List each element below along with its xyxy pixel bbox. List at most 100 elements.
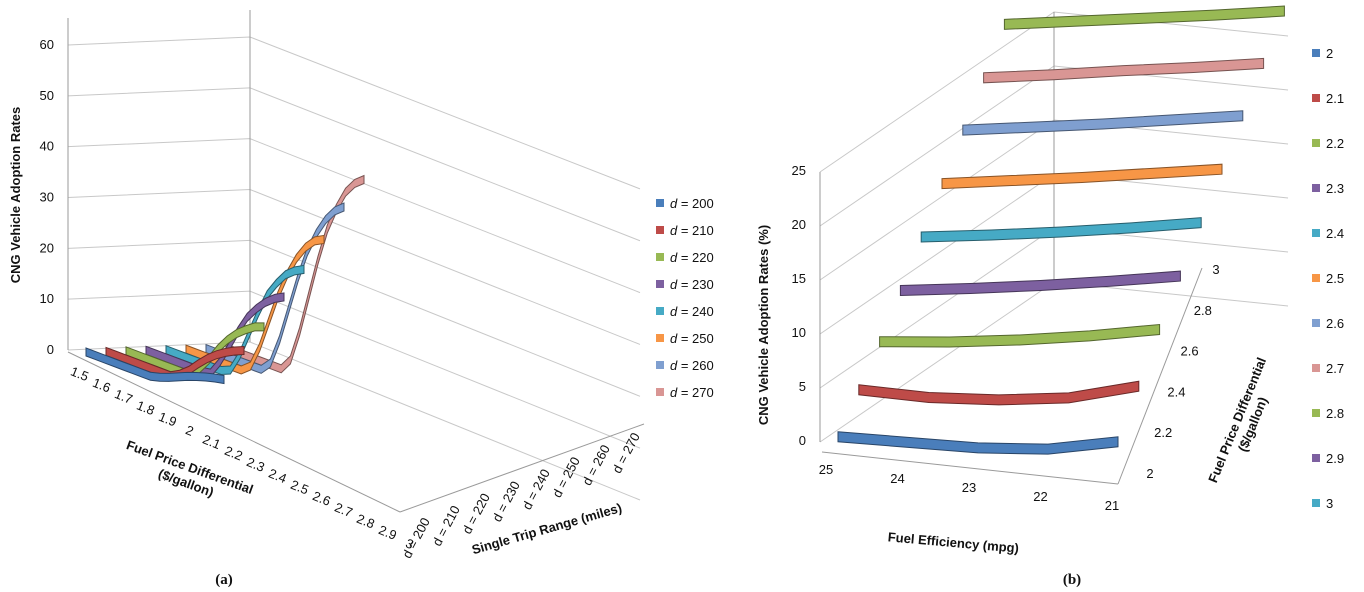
b-legend-swatch xyxy=(1312,319,1320,327)
a-legend-swatch xyxy=(656,334,664,342)
b-series-line-1 xyxy=(837,431,1119,455)
a-legend-value: = 270 xyxy=(677,385,714,400)
b-y-tick-label: 2 xyxy=(1146,466,1153,481)
a-z-tick-label: 30 xyxy=(40,190,54,205)
a-legend-value: = 250 xyxy=(677,331,714,346)
b-x-tick-label: 24 xyxy=(890,471,904,486)
a-y-axis xyxy=(399,423,645,513)
a-x-tick-label: 2.5 xyxy=(288,477,310,498)
a-legend-value: = 230 xyxy=(677,277,714,292)
a-x-tick-label: 1.6 xyxy=(90,375,112,396)
b-z-tick-label: 10 xyxy=(792,325,806,340)
a-legend-var: d xyxy=(670,250,678,265)
b-legend-swatch xyxy=(1312,229,1320,237)
a-x-tick-label: 2.3 xyxy=(244,454,266,475)
b-legend-swatch xyxy=(1312,184,1320,192)
a-z-tick-label: 20 xyxy=(40,240,54,255)
b-y-tick-label: 2.2 xyxy=(1154,425,1172,440)
a-z-tick-label: 50 xyxy=(40,88,54,103)
a-legend-label: d = 230 xyxy=(670,277,714,292)
b-x-axis xyxy=(821,451,1119,485)
b-gridline xyxy=(819,281,1289,443)
b-legend-swatch xyxy=(1312,274,1320,282)
b-z-axis-label: CNG Vehicle Adoption Rates (%) xyxy=(756,225,771,425)
b-y-tick-label: 2.8 xyxy=(1194,303,1212,318)
b-x-tick-label: 22 xyxy=(1033,489,1047,504)
a-x-tick-label: 2.7 xyxy=(332,499,354,520)
b-legend-label: 2.7 xyxy=(1326,361,1344,376)
a-x-tick-label: 2.2 xyxy=(222,443,244,464)
a-legend-label: d = 200 xyxy=(670,196,714,211)
b-y-tick-label: 3 xyxy=(1212,262,1219,277)
a-legend-swatch xyxy=(656,361,664,369)
a-x-tick-label: 1.5 xyxy=(68,363,90,384)
b-z-tick-label: 25 xyxy=(792,163,806,178)
a-x-tick-label: 2.1 xyxy=(200,431,222,452)
caption-a: (a) xyxy=(215,572,233,588)
b-legend-label: 2.3 xyxy=(1326,181,1344,196)
b-legend-label: 2.4 xyxy=(1326,226,1344,241)
b-series-line-7 xyxy=(962,110,1244,136)
b-legend-swatch xyxy=(1312,49,1320,57)
a-x-tick-label: 1.7 xyxy=(112,386,134,407)
a-legend-swatch xyxy=(656,226,664,234)
a-legend-swatch xyxy=(656,388,664,396)
a-legend-label: d = 260 xyxy=(670,358,714,373)
a-legend-swatch xyxy=(656,253,664,261)
b-z-tick-label: 20 xyxy=(792,217,806,232)
a-legend-swatch xyxy=(656,199,664,207)
b-legend-label: 3 xyxy=(1326,496,1333,511)
b-x-axis-label: Fuel Efficiency (mpg) xyxy=(887,529,1019,555)
b-y-tick-label: 2.6 xyxy=(1181,344,1199,359)
b-series-line-5 xyxy=(920,217,1202,243)
b-series-line-3 xyxy=(879,323,1161,348)
a-legend-value: = 200 xyxy=(677,196,714,211)
caption-b: (b) xyxy=(1063,572,1081,588)
a-legend-value: = 220 xyxy=(677,250,714,265)
a-z-tick-label: 40 xyxy=(40,139,54,154)
a-legend-swatch xyxy=(656,307,664,315)
b-legend-swatch xyxy=(1312,139,1320,147)
b-legend-swatch xyxy=(1312,409,1320,417)
a-x-tick-label: 2.6 xyxy=(310,488,332,509)
a-legend-label: d = 220 xyxy=(670,250,714,265)
b-legend-label: 2 xyxy=(1326,46,1333,61)
a-legend-var: d xyxy=(670,304,678,319)
a-legend-label: d = 210 xyxy=(670,223,714,238)
a-z-tick-label: 10 xyxy=(40,291,54,306)
b-series-line-6 xyxy=(941,163,1223,190)
b-legend-swatch xyxy=(1312,499,1320,507)
a-legend-var: d xyxy=(670,385,678,400)
a-x-axis xyxy=(67,351,401,513)
a-z-axis-label: CNG Vehicle Adoption Rates xyxy=(8,107,23,284)
b-legend-swatch xyxy=(1312,364,1320,372)
b-legend-label: 2.1 xyxy=(1326,91,1344,106)
b-legend-label: 2.5 xyxy=(1326,271,1344,286)
b-x-tick-label: 23 xyxy=(962,480,976,495)
a-legend-value: = 240 xyxy=(677,304,714,319)
b-series-line-4 xyxy=(899,270,1181,296)
b-legend-swatch xyxy=(1312,454,1320,462)
a-legend-var: d xyxy=(670,223,678,238)
b-y-axis-label: Fuel Price Differential ($/gallon) xyxy=(1205,352,1285,491)
a-x-tick-label: 1.9 xyxy=(156,409,178,430)
b-series-line-2 xyxy=(858,380,1140,406)
b-z-tick-label: 0 xyxy=(799,433,806,448)
b-legend-swatch xyxy=(1312,94,1320,102)
b-legend-label: 2.2 xyxy=(1326,136,1344,151)
a-legend-value: = 260 xyxy=(677,358,714,373)
a-legend-label: d = 270 xyxy=(670,385,714,400)
a-z-tick-label: 60 xyxy=(40,37,54,52)
a-series-line-1 xyxy=(85,347,225,385)
a-x-tick-label: 2.4 xyxy=(266,465,288,486)
b-series-line-9 xyxy=(1003,5,1285,30)
b-y-axis xyxy=(1117,267,1203,485)
a-x-tick-label: 2.8 xyxy=(354,511,376,532)
a-x-tick-label: 1.8 xyxy=(134,397,156,418)
a-x-tick-label: 2.9 xyxy=(376,522,398,543)
b-legend-label: 2.6 xyxy=(1326,316,1344,331)
b-legend-label: 2.9 xyxy=(1326,451,1344,466)
b-series-line-8 xyxy=(983,57,1265,84)
